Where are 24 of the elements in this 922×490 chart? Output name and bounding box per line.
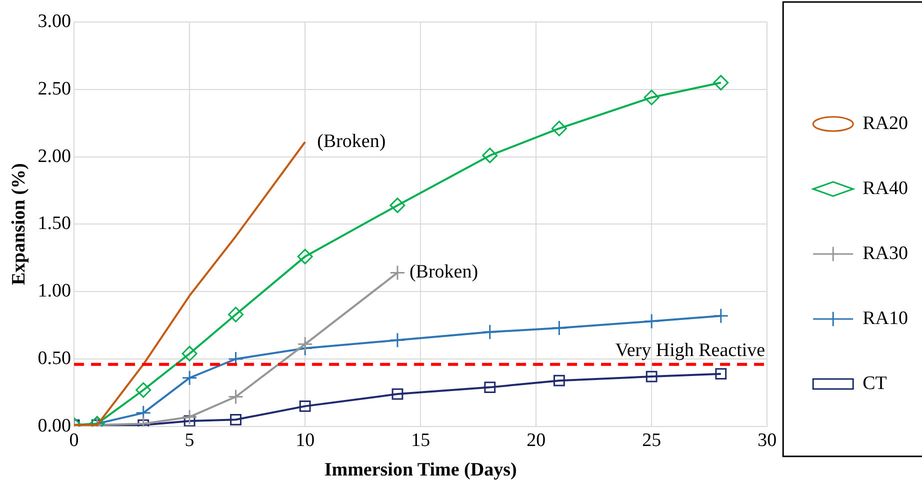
x-tick-label: 15 [411,430,430,451]
y-tick-label: 1.50 [38,213,72,234]
x-tick-label: 20 [526,430,546,451]
x-axis-title: Immersion Time (Days) [324,460,517,481]
annotation: (Broken) [317,130,386,152]
legend-label: CT [862,372,888,394]
x-tick-label: 10 [296,430,315,451]
y-axis-title: Expansion (%) [8,163,30,286]
y-tick-label: 2.00 [38,146,72,167]
legend-label: RA30 [862,242,908,264]
y-tick-label: 0.00 [38,415,72,436]
legend-label: RA40 [862,178,908,199]
annotation: (Broken) [409,262,478,283]
y-tick-label: 0.50 [38,348,72,369]
legend-label: RA10 [862,308,908,329]
x-tick-label: 30 [758,430,777,451]
x-tick-label: 25 [642,430,662,451]
ref-line-label: Very High Reactive [615,340,766,361]
y-tick-label: 2.50 [38,78,72,100]
legend-label: RA20 [862,112,908,134]
y-tick-label: 3.00 [38,10,72,32]
x-tick-label: 0 [69,430,79,451]
y-tick-label: 1.00 [38,280,72,302]
x-tick-label: 5 [184,430,194,451]
